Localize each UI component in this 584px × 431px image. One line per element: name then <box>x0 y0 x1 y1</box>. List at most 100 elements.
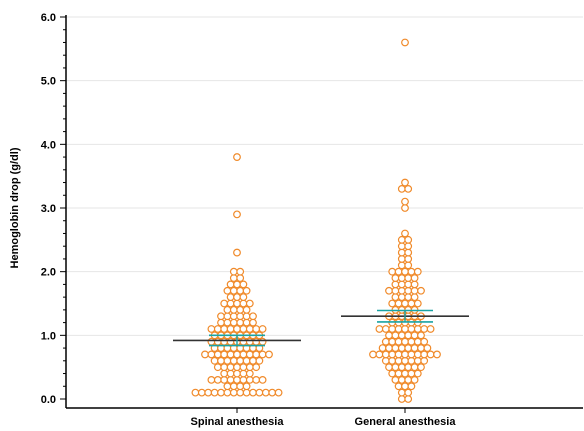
data-point <box>391 286 400 295</box>
data-point <box>233 350 241 359</box>
data-point <box>397 293 406 302</box>
data-point <box>220 299 229 308</box>
data-point <box>369 350 377 359</box>
data-point <box>249 318 257 327</box>
data-point <box>394 356 403 365</box>
data-point <box>394 267 403 276</box>
data-point <box>220 337 229 346</box>
data-point <box>233 210 241 219</box>
data-point <box>401 325 409 333</box>
data-point <box>404 293 413 302</box>
data-point <box>245 337 254 346</box>
data-point <box>410 344 419 352</box>
y-tick-label: 6.0 <box>41 12 56 24</box>
data-point <box>229 318 238 327</box>
data-point <box>236 312 245 321</box>
data-point <box>245 376 254 384</box>
data-point <box>236 305 245 314</box>
data-point <box>201 350 209 359</box>
data-point <box>239 350 248 359</box>
data-point <box>233 369 241 378</box>
data-point <box>375 325 384 333</box>
data-point <box>394 350 403 359</box>
gridlines <box>66 16 583 336</box>
data-point <box>249 356 257 365</box>
data-point <box>236 356 245 365</box>
data-point <box>268 388 277 397</box>
data-point <box>261 388 270 397</box>
data-point <box>226 350 235 359</box>
data-point <box>391 280 400 289</box>
data-point <box>258 325 267 333</box>
data-point <box>217 312 225 321</box>
data-point <box>413 299 422 308</box>
data-point <box>242 382 251 391</box>
data-point <box>252 337 261 346</box>
data-point <box>255 356 264 365</box>
data-point <box>391 376 400 384</box>
data-point <box>226 280 235 289</box>
category-label: Spinal anesthesia <box>191 416 285 428</box>
data-point <box>404 388 413 397</box>
data-point <box>397 344 406 352</box>
data-point <box>229 267 238 276</box>
data-point <box>217 388 225 397</box>
data-point <box>401 350 409 359</box>
data-point <box>404 363 413 372</box>
data-point <box>213 363 222 372</box>
data-point <box>213 325 222 333</box>
data-point <box>239 363 248 372</box>
data-point <box>236 267 245 276</box>
data-point <box>236 388 245 397</box>
data-point <box>417 363 425 372</box>
data-point <box>245 363 254 372</box>
data-point <box>242 312 251 321</box>
data-point <box>397 255 406 263</box>
data-point <box>413 369 422 378</box>
data-point <box>423 344 432 352</box>
data-point <box>274 388 283 397</box>
data-point <box>391 331 400 340</box>
data-point <box>410 280 419 289</box>
y-tick-label: 2.0 <box>41 267 56 279</box>
data-point <box>397 248 406 257</box>
data-point <box>413 325 422 333</box>
data-point <box>401 204 409 212</box>
data-point <box>226 325 235 333</box>
data-point <box>401 38 409 47</box>
data-point <box>220 369 229 378</box>
data-point <box>249 388 257 397</box>
data-point <box>407 356 416 365</box>
data-point <box>223 305 232 314</box>
data-point <box>385 286 393 295</box>
data-point <box>407 267 416 276</box>
data-point <box>401 369 409 378</box>
data-point <box>381 337 390 346</box>
data-point <box>404 286 413 295</box>
data-point <box>407 382 416 391</box>
data-point <box>233 325 241 333</box>
data-point <box>401 178 409 187</box>
data-point <box>239 280 248 289</box>
data-point <box>410 363 419 372</box>
data-point <box>226 337 235 346</box>
data-point <box>417 331 425 340</box>
data-point <box>397 376 406 384</box>
data-point <box>233 363 241 372</box>
data-point <box>213 376 222 384</box>
data-point <box>404 184 413 193</box>
data-point <box>252 325 261 333</box>
data-point <box>420 325 429 333</box>
data-point <box>226 369 235 378</box>
data-point <box>229 356 238 365</box>
data-point <box>404 344 413 352</box>
data-point <box>239 293 248 302</box>
data-point <box>242 305 251 314</box>
data-point <box>388 369 397 378</box>
summary-lines <box>173 309 469 347</box>
data-point <box>404 255 413 263</box>
data-point <box>397 331 406 340</box>
data-point <box>397 286 406 295</box>
data-point <box>233 153 241 161</box>
data-point <box>397 280 406 289</box>
